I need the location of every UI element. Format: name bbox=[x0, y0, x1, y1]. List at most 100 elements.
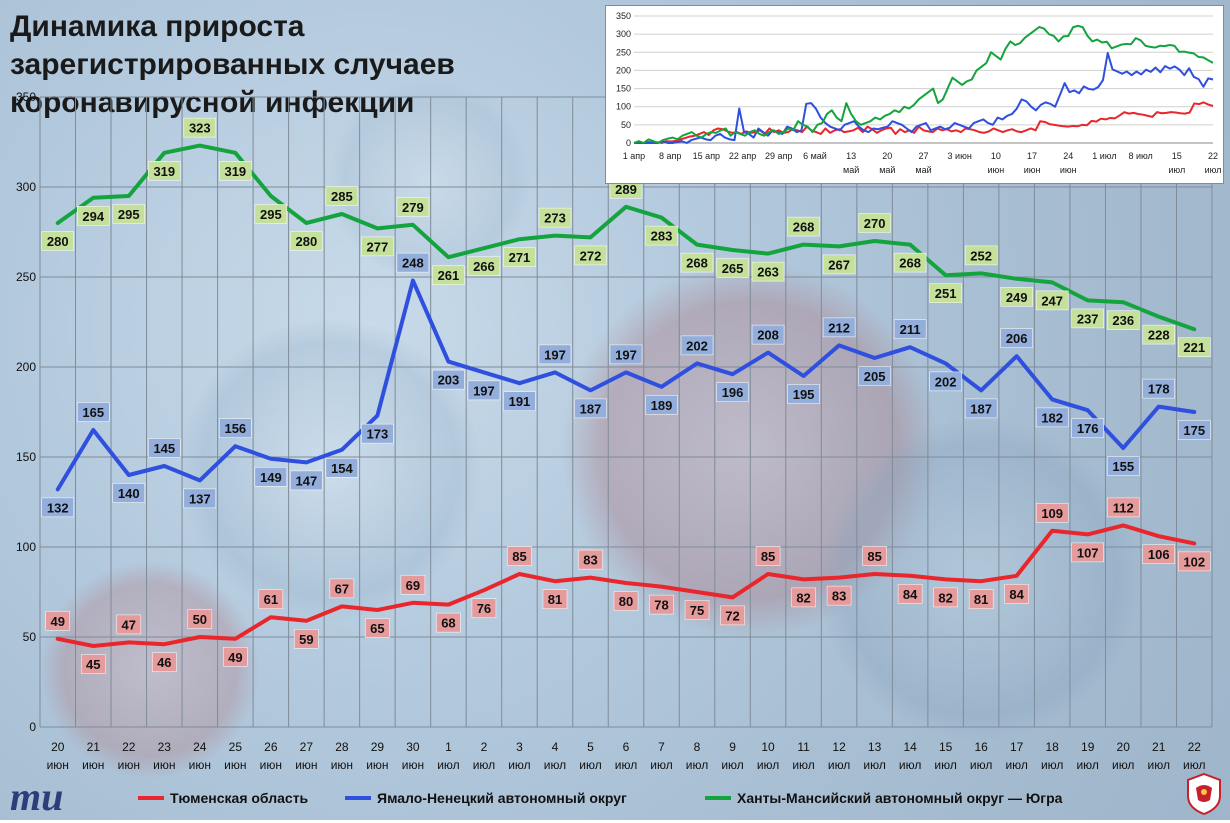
x-tick-label: июн bbox=[82, 758, 104, 772]
data-label: 65 bbox=[370, 621, 384, 636]
x-tick-label: июн bbox=[402, 758, 424, 772]
x-tick-label: 2 bbox=[481, 740, 488, 754]
data-label: 323 bbox=[189, 121, 211, 136]
data-label: 165 bbox=[82, 405, 104, 420]
x-tick-label: июл bbox=[615, 758, 637, 772]
data-label-box bbox=[858, 213, 891, 233]
data-label: 237 bbox=[1077, 311, 1099, 326]
x-tick-label: июн bbox=[224, 758, 246, 772]
data-label: 145 bbox=[153, 441, 175, 456]
legend-label: Ханты-Мансийский автономный округ — Югра bbox=[737, 790, 1063, 806]
data-label-box bbox=[223, 647, 248, 667]
data-label-box bbox=[365, 618, 390, 638]
data-label-box bbox=[1106, 456, 1140, 476]
data-label-box bbox=[578, 549, 603, 570]
data-label: 154 bbox=[331, 461, 353, 476]
data-label-box bbox=[41, 497, 75, 518]
data-label: 319 bbox=[224, 164, 246, 179]
data-label: 280 bbox=[47, 234, 69, 249]
x-tick-label: июл bbox=[970, 758, 992, 772]
data-label-box bbox=[897, 584, 923, 604]
x-tick-label: 7 bbox=[658, 740, 665, 754]
x-tick-label: июн bbox=[295, 758, 317, 772]
data-label-box bbox=[471, 598, 497, 618]
data-label-box bbox=[254, 204, 288, 224]
data-label: 212 bbox=[828, 320, 850, 335]
data-label-box bbox=[396, 197, 430, 217]
inset-line-chart: 0 50 100 150 200 250 300 350 1 апр 8 апр 15 апр 22 … bbox=[616, 11, 1221, 175]
data-label-box bbox=[396, 252, 430, 273]
series-line bbox=[55, 523, 1197, 648]
data-label-box bbox=[41, 231, 75, 251]
x-tick-label: июл bbox=[1112, 758, 1134, 772]
data-label-box bbox=[716, 258, 749, 278]
x-tick-label: июн bbox=[366, 758, 388, 772]
inset-x-tick-label: 29 апр bbox=[765, 151, 792, 161]
inset-x-tick-label: 1 апр bbox=[623, 151, 645, 161]
data-label-box bbox=[933, 587, 958, 608]
x-tick-label: июл bbox=[934, 758, 956, 772]
data-label: 46 bbox=[157, 655, 171, 670]
x-tick-label: июл bbox=[1005, 758, 1027, 772]
data-label: 75 bbox=[690, 603, 704, 618]
data-label-box bbox=[893, 252, 927, 273]
data-label-box bbox=[649, 594, 674, 615]
x-tick-label: 6 bbox=[623, 740, 630, 754]
x-tick-label: 14 bbox=[903, 740, 917, 754]
data-label: 268 bbox=[899, 256, 921, 271]
data-label: 208 bbox=[757, 328, 779, 343]
data-label: 203 bbox=[438, 373, 460, 388]
x-tick-label: 21 bbox=[1152, 740, 1166, 754]
data-label-box bbox=[609, 344, 643, 365]
data-label-box bbox=[968, 589, 994, 609]
inset-x-tick-label: 1 июл bbox=[1092, 151, 1116, 161]
data-label-box bbox=[503, 247, 536, 267]
data-label: 248 bbox=[402, 256, 424, 271]
data-label: 285 bbox=[331, 189, 353, 204]
data-label-box bbox=[787, 384, 820, 404]
data-label: 273 bbox=[544, 211, 566, 226]
data-label-box bbox=[822, 254, 856, 275]
data-label-box bbox=[148, 438, 181, 458]
x-tick-label: 27 bbox=[300, 740, 314, 754]
x-tick-label: 12 bbox=[832, 740, 846, 754]
data-label: 251 bbox=[935, 286, 957, 301]
data-label-box bbox=[822, 317, 856, 338]
inset-y-tick-label: 50 bbox=[621, 120, 631, 130]
x-tick-label: июл bbox=[828, 758, 850, 772]
data-label-box bbox=[1106, 310, 1140, 330]
data-label-box bbox=[116, 614, 142, 635]
y-tick-label: 350 bbox=[16, 90, 36, 104]
data-label: 271 bbox=[509, 250, 531, 265]
data-label-box bbox=[1142, 544, 1175, 564]
data-label-box bbox=[112, 204, 146, 224]
data-label-box bbox=[507, 546, 532, 566]
x-tick-label: 9 bbox=[729, 740, 736, 754]
x-tick-label: июл bbox=[437, 758, 459, 772]
x-tick-label: июн bbox=[260, 758, 282, 772]
x-tick-label: 10 bbox=[761, 740, 775, 754]
data-label: 236 bbox=[1112, 313, 1134, 328]
data-label: 294 bbox=[82, 209, 104, 224]
data-label-box bbox=[680, 335, 714, 356]
x-tick-label: июл bbox=[757, 758, 779, 772]
data-label: 272 bbox=[580, 248, 602, 263]
inset-x-tick-label: май bbox=[915, 165, 931, 175]
inset-x-tick-label: июн bbox=[1024, 165, 1041, 175]
data-label: 265 bbox=[722, 261, 744, 276]
virus-blob bbox=[40, 560, 260, 780]
inset-y-tick-label: 0 bbox=[626, 138, 631, 148]
legend-label: Ямало-Ненецкий автономный округ bbox=[377, 790, 627, 806]
inset-x-tick-label: 6 май bbox=[803, 151, 827, 161]
data-label: 81 bbox=[974, 592, 988, 607]
data-label-box bbox=[1106, 497, 1140, 518]
data-label-box bbox=[645, 395, 678, 415]
y-tick-label: 50 bbox=[23, 630, 37, 644]
inset-y-tick-label: 100 bbox=[616, 102, 631, 112]
data-label: 202 bbox=[686, 338, 708, 353]
data-label: 85 bbox=[512, 549, 526, 564]
data-label-box bbox=[325, 186, 359, 206]
data-label: 67 bbox=[335, 581, 349, 596]
data-label-box bbox=[1071, 308, 1104, 329]
inset-chart-panel: 0 50 100 150 200 250 300 350 1 апр 8 апр 15 апр 22 … bbox=[605, 5, 1224, 184]
